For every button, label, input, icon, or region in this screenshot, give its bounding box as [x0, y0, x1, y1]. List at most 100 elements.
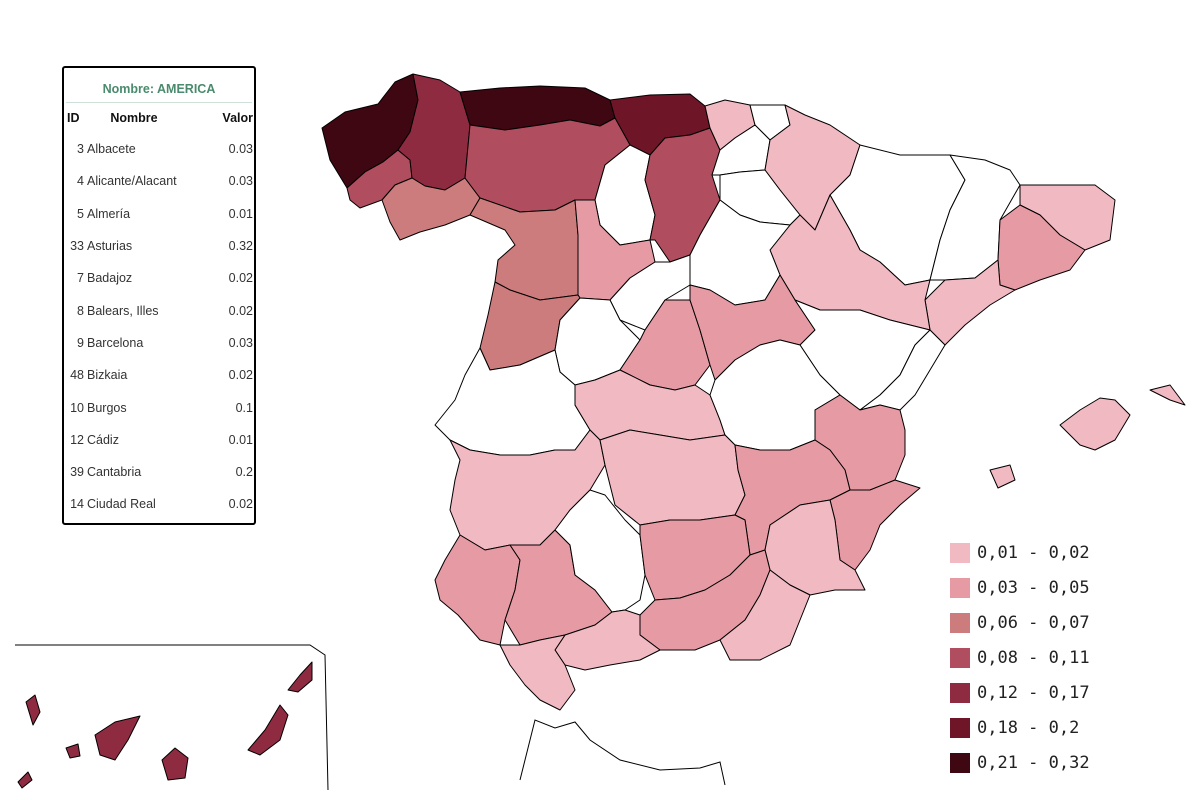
legend: 0,01 - 0,02 0,03 - 0,05 0,06 - 0,07 0,08 - …: [950, 535, 1090, 780]
info-table-body: 3 Albacete 0.03 4 Alicante/Alacant 0.03 5 Almer…: [64, 133, 254, 521]
row-name: Cádiz: [87, 432, 119, 447]
row-value: 0.01: [228, 206, 253, 221]
province-ourense[interactable]: [381, 177, 481, 241]
legend-swatch: [950, 647, 970, 668]
row-name: Badajoz: [87, 271, 133, 286]
row-name: Almería: [87, 206, 131, 221]
province-canarias-tenerife[interactable]: [94, 715, 141, 761]
row-name: Bizkaia: [87, 368, 128, 383]
row-name: Barcelona: [87, 335, 144, 350]
row-id: 4: [77, 174, 84, 189]
province-canarias-la-palma[interactable]: [25, 694, 41, 726]
row-value: 0.02: [228, 271, 253, 286]
row-name: Ciudad Real: [87, 497, 156, 512]
row-name: Cantabria: [87, 465, 142, 480]
legend-label: 0,12 - 0,17: [977, 682, 1090, 703]
legend-swatch: [950, 577, 970, 598]
province-almeria[interactable]: [719, 569, 811, 661]
province-canarias-fuerteventura[interactable]: [247, 704, 289, 756]
row-value: 0.03: [228, 174, 253, 189]
row-name: Asturias: [87, 239, 133, 254]
row-name: Burgos: [87, 400, 127, 415]
legend-label: 0,01 - 0,02: [977, 542, 1090, 563]
header-value: Valor: [222, 111, 253, 125]
table-row: 7 Badajoz 0.02: [64, 262, 254, 294]
row-value: 0.32: [228, 239, 253, 254]
legend-label: 0,18 - 0,2: [977, 717, 1080, 738]
legend-swatch: [950, 542, 970, 563]
row-value: 0.02: [228, 497, 253, 512]
row-id: 8: [77, 303, 84, 318]
province-barcelona[interactable]: [997, 204, 1086, 291]
province-balears-ibiza[interactable]: [989, 464, 1016, 489]
province-canarias-la-gomera[interactable]: [65, 743, 81, 759]
row-id: 10: [70, 400, 84, 415]
legend-swatch: [950, 612, 970, 633]
legend-item: 0,08 - 0,11: [950, 640, 1090, 675]
province-huelva[interactable]: [434, 534, 521, 646]
table-row: 8 Balears, Illes 0.02: [64, 294, 254, 326]
table-row: 9 Barcelona 0.03: [64, 327, 254, 359]
row-id: 9: [77, 335, 84, 350]
info-panel-title: Nombre: AMERICA: [66, 82, 252, 103]
province-canarias-lanzarote[interactable]: [287, 661, 313, 693]
row-id: 3: [77, 142, 84, 157]
table-row: 33 Asturias 0.32: [64, 230, 254, 262]
legend-item: 0,18 - 0,2: [950, 710, 1090, 745]
table-row: 39 Cantabria 0.2: [64, 456, 254, 488]
row-id: 5: [77, 206, 84, 221]
north-africa-outline: [519, 719, 726, 786]
table-row: 14 Ciudad Real 0.02: [64, 488, 254, 520]
table-row: 4 Alicante/Alacant 0.03: [64, 165, 254, 197]
table-row: 12 Cádiz 0.01: [64, 424, 254, 456]
row-value: 0.2: [235, 465, 253, 480]
row-id: 12: [70, 432, 84, 447]
legend-item: 0,06 - 0,07: [950, 605, 1090, 640]
table-row: 5 Almería 0.01: [64, 198, 254, 230]
province-asturias[interactable]: [459, 85, 616, 131]
province-cadiz[interactable]: [499, 634, 576, 711]
table-row: 10 Burgos 0.1: [64, 391, 254, 423]
legend-label: 0,06 - 0,07: [977, 612, 1090, 633]
info-table-header: ID Nombre Valor: [64, 103, 254, 133]
legend-label: 0,08 - 0,11: [977, 647, 1090, 668]
row-name: Alicante/Alacant: [87, 174, 177, 189]
province-balears-mallorca[interactable]: [1059, 397, 1131, 451]
row-value: 0.02: [228, 303, 253, 318]
row-id: 33: [70, 239, 84, 254]
row-id: 48: [70, 368, 84, 383]
header-name: Nombre: [110, 111, 158, 125]
table-row: 48 Bizkaia 0.02: [64, 359, 254, 391]
province-ciudad-real[interactable]: [599, 429, 746, 526]
row-value: 0.03: [228, 142, 253, 157]
legend-label: 0,21 - 0,32: [977, 752, 1090, 773]
row-value: 0.02: [228, 368, 253, 383]
province-canarias-gran-canaria[interactable]: [161, 747, 189, 781]
legend-item: 0,12 - 0,17: [950, 675, 1090, 710]
info-panel: Nombre: AMERICA ID Nombre Valor 3 Albacet…: [62, 66, 256, 525]
header-id: ID: [67, 111, 80, 125]
province-cordoba[interactable]: [554, 489, 646, 613]
row-name: Albacete: [87, 142, 136, 157]
province-segovia[interactable]: [609, 254, 691, 331]
province-balears-menorca[interactable]: [1149, 384, 1186, 406]
province-alicante[interactable]: [829, 479, 921, 571]
legend-item: 0,01 - 0,02: [950, 535, 1090, 570]
row-id: 7: [77, 271, 84, 286]
legend-swatch: [950, 752, 970, 773]
legend-item: 0,21 - 0,32: [950, 745, 1090, 780]
legend-label: 0,03 - 0,05: [977, 577, 1090, 598]
row-value: 0.1: [235, 400, 253, 415]
row-value: 0.03: [228, 335, 253, 350]
legend-swatch: [950, 682, 970, 703]
row-name: Balears, Illes: [87, 303, 159, 318]
province-zamora[interactable]: [469, 197, 579, 301]
canary-inset-frame: [15, 644, 329, 791]
province-canarias-el-hierro[interactable]: [17, 771, 33, 789]
row-id: 39: [70, 465, 84, 480]
legend-item: 0,03 - 0,05: [950, 570, 1090, 605]
row-value: 0.01: [228, 432, 253, 447]
row-id: 14: [70, 497, 84, 512]
legend-swatch: [950, 717, 970, 738]
